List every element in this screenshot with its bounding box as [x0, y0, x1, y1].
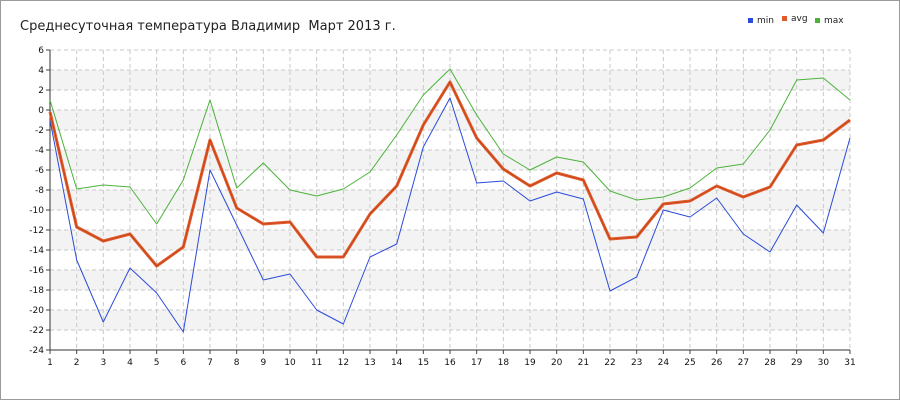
y-tick-label: -12	[29, 226, 44, 236]
x-tick-label: 7	[207, 358, 213, 368]
y-tick-label: -8	[35, 186, 44, 196]
x-tick-label: 31	[844, 358, 855, 368]
x-tick-label: 25	[684, 358, 695, 368]
legend: min avg max	[0, 0, 900, 40]
x-tick-label: 24	[658, 358, 670, 368]
x-tick-label: 27	[738, 358, 749, 368]
y-tick-label: -2	[35, 126, 44, 136]
x-tick-label: 6	[180, 358, 186, 368]
x-tick-label: 29	[791, 358, 803, 368]
x-tick-label: 21	[578, 358, 589, 368]
series-line-avg-core	[49, 81, 851, 267]
legend-label-max: max	[824, 16, 844, 26]
x-tick-label: 18	[498, 358, 510, 368]
x-tick-label: 12	[338, 358, 349, 368]
legend-swatch-avg	[782, 16, 787, 21]
x-tick-label: 17	[471, 358, 482, 368]
x-tick-label: 9	[260, 358, 266, 368]
y-tick-label: 2	[38, 86, 44, 96]
x-tick-label: 13	[364, 358, 375, 368]
y-tick-label: 4	[38, 66, 44, 76]
x-tick-label: 20	[551, 358, 563, 368]
y-tick-label: -14	[29, 246, 44, 256]
x-tick-label: 26	[711, 358, 723, 368]
x-tick-label: 19	[524, 358, 536, 368]
y-tick-label: -20	[29, 306, 44, 316]
grid-band	[50, 270, 850, 290]
x-tick-label: 14	[391, 358, 403, 368]
y-tick-label: -22	[29, 326, 44, 336]
grid-band	[50, 150, 850, 170]
legend-swatch-max	[815, 18, 820, 23]
x-tick-label: 28	[764, 358, 776, 368]
x-tick-label: 4	[127, 358, 133, 368]
x-tick-label: 22	[604, 358, 615, 368]
legend-swatch-min	[748, 18, 753, 23]
series-line-max	[49, 68, 851, 225]
x-tick-label: 15	[418, 358, 429, 368]
y-tick-label: -4	[35, 146, 44, 156]
x-tick-label: 5	[154, 358, 160, 368]
y-tick-label: -16	[29, 266, 44, 276]
y-tick-label: -6	[35, 166, 44, 176]
chart-title: Среднесуточная температура Владимир Март…	[20, 19, 396, 34]
x-tick-label: 8	[234, 358, 240, 368]
y-tick-label: -18	[29, 286, 44, 296]
legend-label-avg: avg	[791, 14, 808, 24]
legend-item-max: max	[815, 16, 844, 26]
x-tick-label: 1	[47, 358, 53, 368]
x-tick-label: 11	[311, 358, 322, 368]
x-tick-label: 30	[818, 358, 830, 368]
y-tick-label: 6	[38, 46, 44, 56]
x-tick-label: 23	[631, 358, 642, 368]
x-tick-label: 2	[74, 358, 80, 368]
y-tick-label: 0	[38, 106, 44, 116]
legend-item-avg: avg	[782, 14, 808, 24]
x-tick-label: 10	[284, 358, 296, 368]
legend-item-min: min	[748, 16, 774, 26]
y-tick-label: -10	[29, 206, 44, 216]
y-tick-label: -24	[29, 346, 44, 356]
legend-label-min: min	[757, 16, 774, 26]
x-tick-label: 3	[100, 358, 106, 368]
series-line-min	[49, 97, 851, 333]
x-tick-label: 16	[444, 358, 456, 368]
